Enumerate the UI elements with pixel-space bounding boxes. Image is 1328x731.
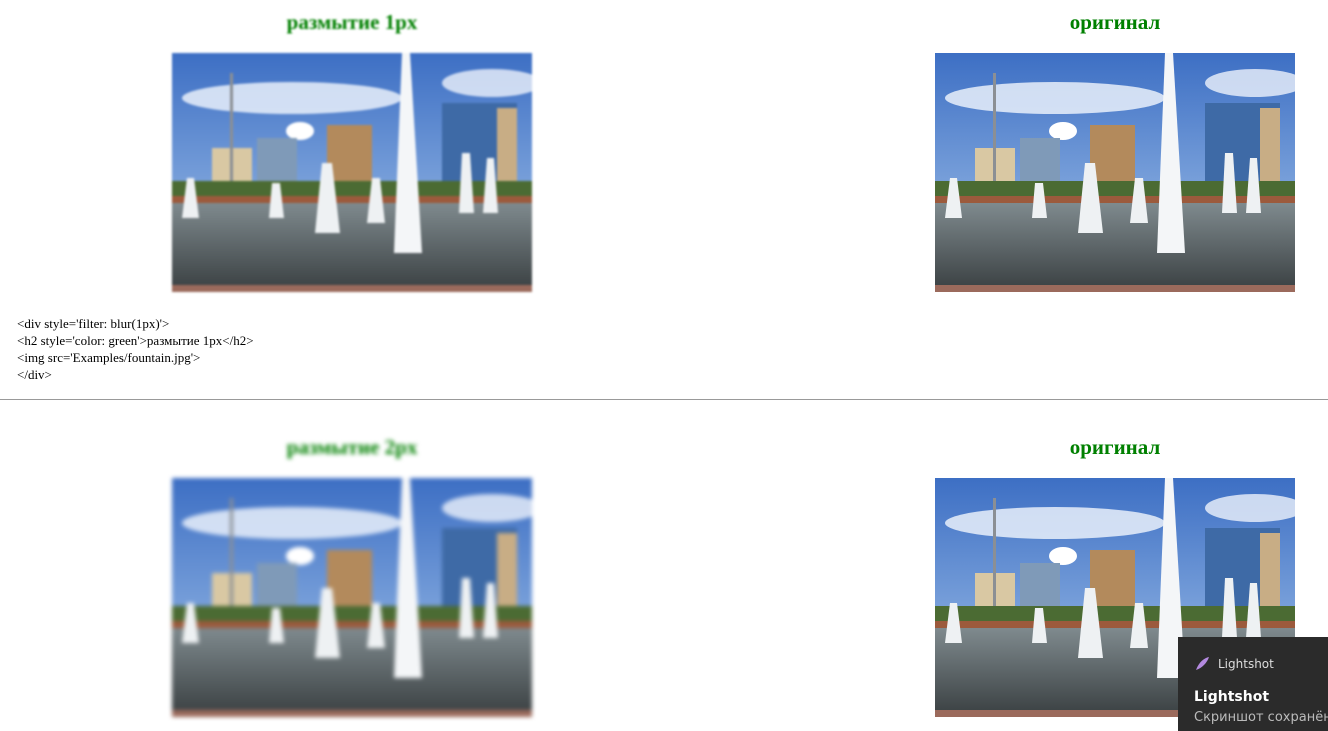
image [172, 53, 532, 292]
notification-title: Lightshot [1194, 689, 1270, 705]
app-icon [1196, 657, 1209, 670]
code-line: <div style='filter: blur(1px)'> [17, 316, 170, 331]
image [935, 53, 1295, 292]
original-block: оригинал [935, 433, 1295, 717]
original-block: оригинал [935, 8, 1295, 292]
code-sample: <div style='filter: blur(1px)'> <h2 styl… [17, 315, 254, 383]
heading: размытие 1px [286, 10, 418, 34]
heading: оригинал [1069, 435, 1161, 459]
notification-message: Скриншот сохранён [1194, 710, 1328, 725]
blurred-block: размытие 1px [172, 8, 532, 292]
blurred-block: размытие 2px [172, 433, 532, 717]
divider [0, 399, 1328, 400]
app-name: Lightshot [1218, 657, 1274, 671]
code-line: <img src='Examples/fountain.jpg'> [17, 350, 201, 365]
image [172, 478, 532, 717]
code-line: <h2 style='color: green'>размытие 1px</h… [17, 333, 254, 348]
heading: оригинал [1069, 10, 1161, 34]
notification[interactable]: Lightshot Lightshot Скриншот сохранён [1178, 637, 1328, 731]
code-line: </div> [17, 367, 52, 382]
heading: размытие 2px [286, 435, 418, 459]
